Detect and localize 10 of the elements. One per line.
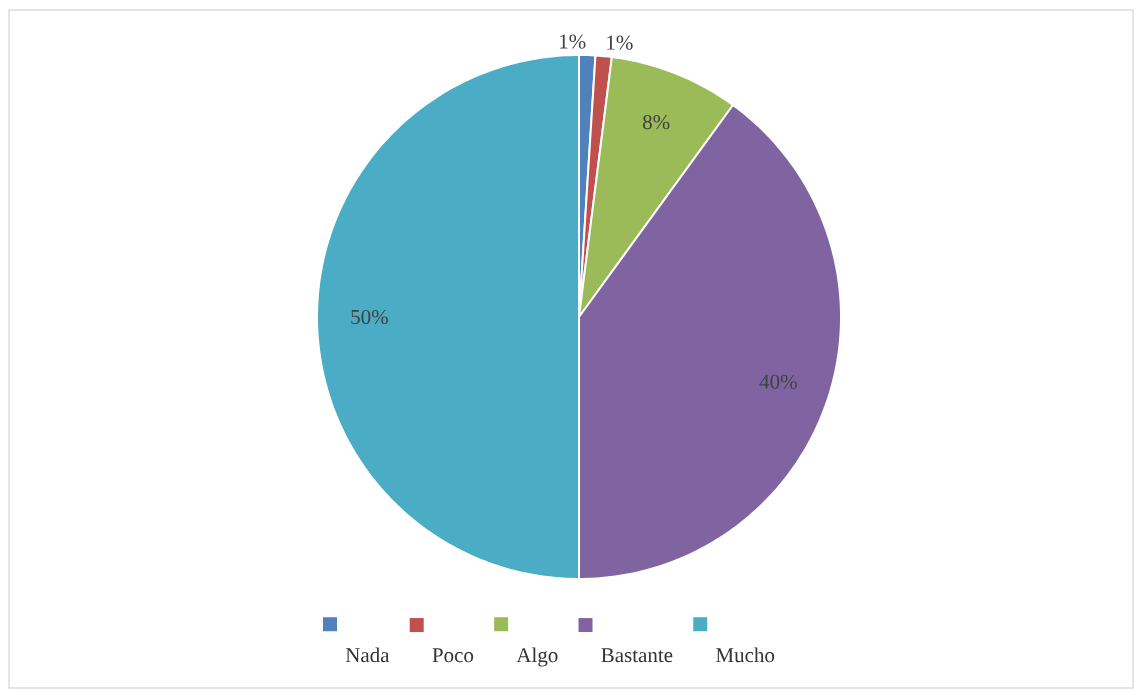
legend-label: Nada [345, 647, 390, 663]
data-label: 1% [607, 35, 633, 50]
data-label: 1% [560, 34, 586, 49]
legend-label: Mucho [716, 647, 775, 663]
legend-label: Algo [516, 647, 558, 667]
data-label: 40% [759, 374, 797, 389]
legend-label: Poco [432, 648, 474, 663]
legend-label: Bastante [601, 648, 673, 663]
data-label: 50% [351, 309, 388, 325]
data-label: 8% [642, 115, 670, 130]
